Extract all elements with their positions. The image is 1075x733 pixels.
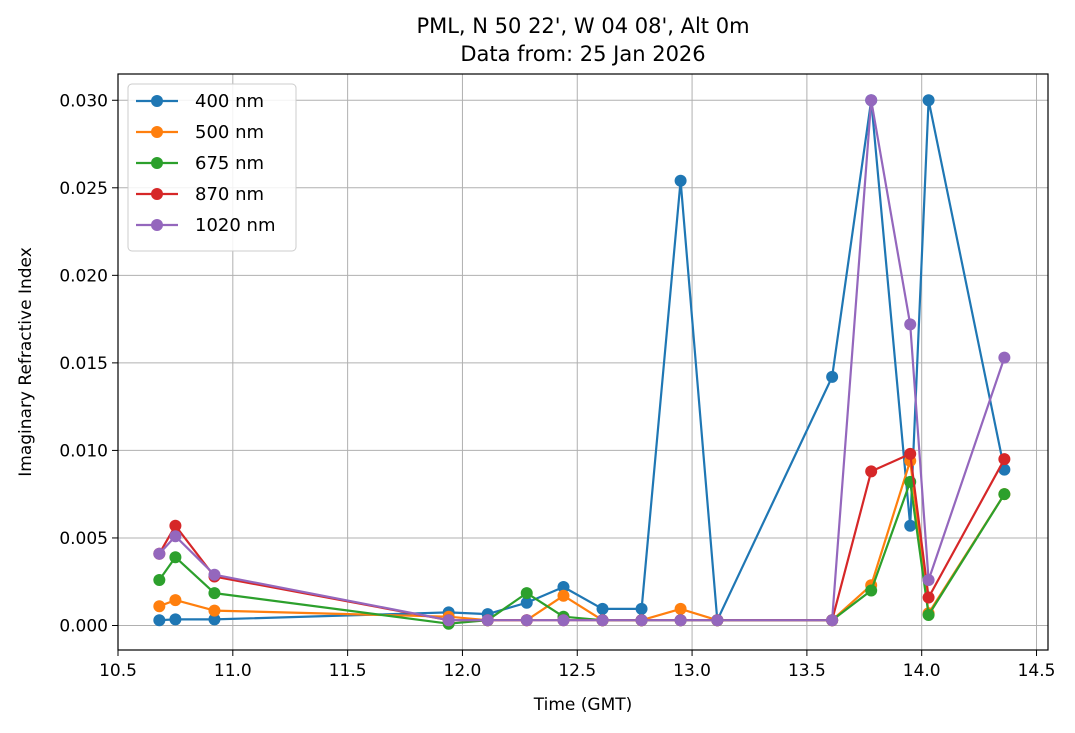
- data-point: [635, 602, 648, 615]
- axis-ticks: 10.5 11.0 11.5 12.0 12.5 13.0 13.5 14.0 14.5 0.00…: [59, 91, 1055, 681]
- legend-entry: 870 nm: [136, 184, 264, 205]
- data-point: [153, 573, 166, 586]
- data-point: [442, 614, 455, 627]
- x-tick-label: 12.0: [444, 661, 482, 681]
- y-tick-label: 0.025: [59, 179, 108, 199]
- data-point: [153, 547, 166, 560]
- series-500-nm: [153, 454, 1011, 627]
- legend-label: 500 nm: [195, 122, 264, 143]
- series-layer: [153, 94, 1011, 630]
- data-point: [169, 613, 182, 626]
- legend-label: 1020 nm: [195, 215, 275, 236]
- x-axis-label: Time (GMT): [533, 695, 633, 715]
- data-point: [169, 551, 182, 564]
- legend-marker: [151, 95, 163, 107]
- data-point: [557, 589, 570, 602]
- data-point: [826, 370, 839, 383]
- data-point: [998, 351, 1011, 364]
- data-point: [865, 465, 878, 478]
- data-point: [865, 584, 878, 597]
- data-point: [922, 573, 935, 586]
- legend-marker: [151, 157, 163, 169]
- legend-entry: 400 nm: [136, 91, 264, 112]
- data-point: [922, 608, 935, 621]
- data-point: [674, 602, 687, 615]
- series-1020-nm: [153, 94, 1011, 627]
- data-point: [674, 614, 687, 627]
- chart-title: PML, N 50 22', W 04 08', Alt 0m: [416, 14, 749, 38]
- data-point: [596, 614, 609, 627]
- y-axis-label: Imaginary Refractive Index: [16, 247, 36, 477]
- data-point: [169, 594, 182, 607]
- x-tick-label: 13.5: [788, 661, 826, 681]
- data-point: [904, 447, 917, 460]
- x-tick-label: 14.5: [1018, 661, 1056, 681]
- legend-label: 400 nm: [195, 91, 264, 112]
- data-point: [635, 614, 648, 627]
- plot-frame: [117, 73, 1049, 651]
- series-870-nm: [153, 447, 1011, 627]
- data-point: [557, 580, 570, 593]
- data-point: [557, 614, 570, 627]
- data-point: [922, 591, 935, 604]
- data-point: [904, 519, 917, 532]
- x-tick-label: 10.5: [99, 661, 137, 681]
- x-tick-label: 14.0: [903, 661, 941, 681]
- data-point: [153, 614, 166, 627]
- series-line: [158, 480, 1006, 625]
- x-tick-label: 12.5: [558, 661, 596, 681]
- data-point: [169, 530, 182, 543]
- y-tick-label: 0.005: [59, 529, 108, 549]
- data-point: [208, 587, 221, 600]
- legend-marker: [151, 219, 163, 231]
- chart-subtitle: Data from: 25 Jan 2026: [460, 42, 705, 66]
- data-point: [481, 614, 494, 627]
- data-point: [520, 596, 533, 609]
- series-line: [158, 452, 1006, 622]
- data-point: [520, 614, 533, 627]
- data-point: [596, 602, 609, 615]
- data-point: [826, 614, 839, 627]
- series-line: [158, 99, 1006, 622]
- legend-label: 675 nm: [195, 153, 264, 174]
- data-point: [520, 587, 533, 600]
- data-point: [998, 488, 1011, 501]
- x-tick-label: 11.0: [214, 661, 252, 681]
- y-tick-label: 0.020: [59, 266, 108, 286]
- y-tick-label: 0.015: [59, 354, 108, 374]
- grid: [117, 74, 1048, 650]
- data-point: [208, 604, 221, 617]
- data-point: [208, 613, 221, 626]
- y-tick-label: 0.010: [59, 441, 108, 461]
- legend-entry: 675 nm: [136, 153, 264, 174]
- x-tick-label: 11.5: [329, 661, 367, 681]
- legend: 400 nm 500 nm 675 nm 870 nm 1020 nm: [127, 83, 297, 252]
- legend-frame: [127, 83, 297, 252]
- series-line: [159, 99, 1006, 622]
- data-point: [153, 600, 166, 613]
- legend-marker: [151, 126, 163, 138]
- data-point: [904, 318, 917, 331]
- x-tick-label: 13.0: [673, 661, 711, 681]
- y-tick-label: 0.030: [59, 91, 108, 111]
- y-tick-label: 0.000: [59, 616, 108, 636]
- legend-label: 870 nm: [195, 184, 264, 205]
- data-point: [922, 94, 935, 107]
- data-point: [208, 568, 221, 581]
- legend-entry: 1020 nm: [136, 215, 275, 236]
- data-point: [998, 453, 1011, 466]
- data-point: [865, 94, 878, 107]
- legend-entry: 500 nm: [136, 122, 264, 143]
- legend-marker: [151, 188, 163, 200]
- data-point: [169, 519, 182, 532]
- data-point: [711, 614, 724, 627]
- data-point: [674, 174, 687, 187]
